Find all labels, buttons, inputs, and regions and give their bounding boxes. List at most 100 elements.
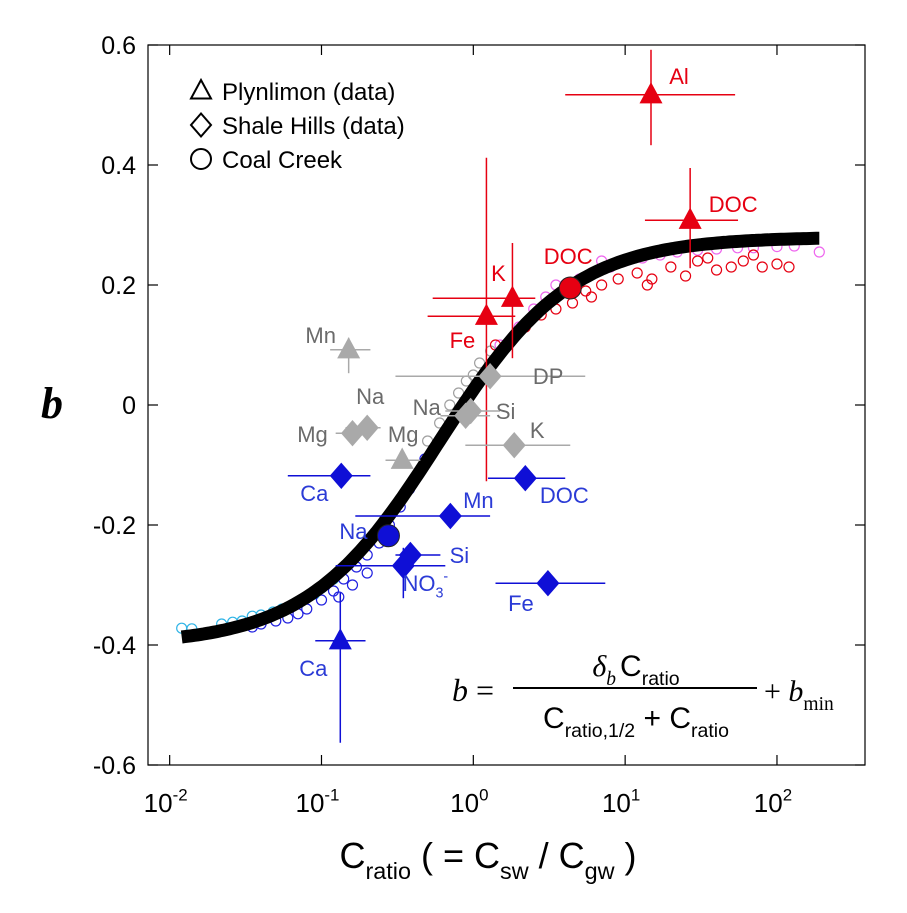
point-label: K [530,418,545,443]
data-point [641,279,653,291]
x-tick-label: 100 [450,785,488,818]
x-tick-label-part: 10 [754,788,783,818]
data-point [315,594,328,606]
data-point [444,399,456,411]
triangle-marker [639,82,663,104]
point-label-part: K [491,261,506,286]
point-label-part: Ca [300,481,329,506]
y-tick-label: -0.2 [93,512,136,540]
data-point [596,279,608,291]
x-axis-label: Cratio ( = Csw / Cgw ) [339,835,636,884]
x-axis-label-part: ratio [365,858,411,884]
x-tick-label: 101 [602,785,640,818]
point-label-part: Na [356,384,385,409]
x-tick-label-part: -1 [324,785,339,804]
circle-marker [376,524,400,548]
x-tick-label: 10-2 [144,785,188,818]
point-label-part: Al [669,64,689,89]
point-label-part: - [443,569,448,585]
point-label-part: DOC [540,483,589,508]
point-label: Ca [300,481,329,506]
equation-tail-part: b [788,675,803,708]
y-tick-label: -0.6 [93,752,136,780]
point-label-part: Na [413,395,442,420]
point-label: Mg [388,422,419,447]
data-point [813,246,825,258]
point-label-part: Si [496,399,516,424]
data-point [333,591,345,603]
x-axis-label-part: gw [585,858,615,884]
triangle-marker [678,207,702,229]
point-label-part: Mg [297,422,328,447]
point-label-part: K [530,418,545,443]
point-label: Si [496,399,516,424]
point-label: Si [450,543,470,568]
diamond-marker [513,464,537,492]
point-label: Na [413,395,442,420]
data-point [631,267,643,279]
point-label-part: DOC [709,192,758,217]
data-point [691,255,704,267]
x-tick-label-part: 1 [631,785,640,804]
point-label: K [491,261,506,286]
diamond-marker [189,111,213,139]
triangle-marker [337,337,361,359]
data-point [585,291,598,303]
point-label: DOC [709,192,758,217]
diamond-marker [391,552,415,580]
data-point [361,567,373,579]
point-label: DP [533,364,564,389]
x-tick-label-part: 2 [783,785,792,804]
data-point [771,258,783,270]
equation-numerator-part: δ [592,650,607,683]
data-point [346,579,359,591]
x-axis-label-part: sw [500,858,529,884]
point-label-part: Mg [388,422,419,447]
x-tick-label-part: 0 [479,785,488,804]
equation-numerator-part: b [606,669,616,690]
equation-denominator: Cratio,1/2 + Cratio [543,702,729,742]
diamond-marker [438,502,462,530]
point-label: Mg [297,422,328,447]
data-point [747,249,760,261]
data-point [702,252,714,264]
point-label-part: Mn [463,488,494,513]
legend-label: Coal Creek [222,147,343,174]
diamond-marker [355,414,379,442]
data-point [725,261,737,273]
x-axis-label-part: / C [529,835,585,876]
x-axis-label-part: ) [615,835,637,876]
data-point [612,273,624,285]
point-label: Fe [450,328,476,353]
diamond-marker [459,397,483,425]
x-axis-label-part: ( = C [411,835,500,876]
point-label: Mn [305,323,336,348]
point-label: NO3- [402,569,448,602]
data-point [710,264,723,276]
equation-lhs-part: b [452,672,468,708]
x-tick-label: 10-1 [296,785,340,818]
point-label: Na [356,384,385,409]
circle-marker [190,148,212,170]
diamond-marker [329,462,353,490]
point-label: Mn [463,488,494,513]
data-point [566,297,579,309]
circle-marker [558,276,582,300]
point-label-part: Fe [508,591,534,616]
y-tick-label: 0.6 [101,32,136,60]
point-label: Ca [299,656,328,681]
diamond-marker [536,569,560,597]
x-tick-label-part: 10 [296,788,325,818]
data-point [580,285,592,297]
equation-denominator-part: + [635,702,669,735]
point-label-part: Ca [299,656,328,681]
x-tick-label-part: 10 [602,788,631,818]
equation-denominator-part: C [669,702,691,735]
point-label: Fe [508,591,534,616]
point-label-part: NO [402,571,435,596]
data-point [756,261,768,273]
legend-label: Shale Hills (data) [222,113,405,140]
triangle-marker [474,303,498,325]
point-label: DOC [540,483,589,508]
